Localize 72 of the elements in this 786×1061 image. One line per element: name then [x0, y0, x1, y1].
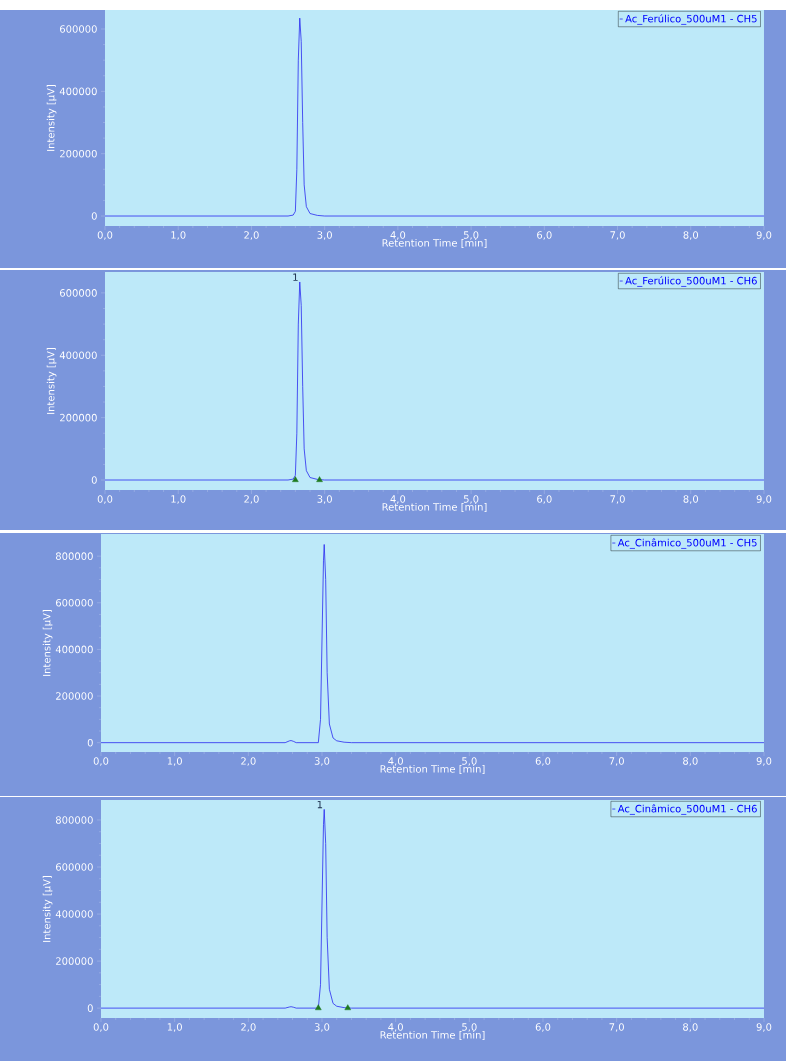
y-tick-label: 400000	[59, 87, 97, 96]
x-tick-label: 4,0	[390, 495, 406, 504]
x-tick-label: 3,0	[317, 495, 332, 504]
y-axis-title: Intensity [µV]	[46, 85, 57, 151]
x-tick-label: 7,0	[610, 495, 625, 504]
y-tick-label: 0	[87, 1004, 93, 1012]
y-tick-label: 200000	[60, 413, 97, 422]
x-tick-label: 3,0	[314, 757, 330, 766]
y-tick-label: 200000	[56, 957, 93, 965]
y-tick-label: 0	[91, 476, 97, 484]
y-axis-title: Intensity [µV]	[42, 876, 53, 942]
x-tick-label: 6,0	[535, 1023, 551, 1032]
x-axis-title: Retention Time [min]	[380, 1030, 485, 1040]
y-tick-label: 600000	[60, 289, 97, 297]
y-tick-label: 200000	[56, 692, 93, 700]
y-tick-label: 400000	[55, 910, 93, 918]
x-tick-label: 2,0	[244, 231, 259, 240]
x-tick-label: 2,0	[241, 1023, 256, 1032]
x-tick-label: 4,0	[388, 1023, 403, 1032]
x-tick-label: 0,0	[97, 495, 113, 504]
x-tick-label: 4,0	[388, 757, 403, 766]
x-tick-label: 3,0	[317, 231, 332, 240]
legend-label: Ac_Ferúlico_500uM1 - CH6	[625, 276, 757, 287]
legend-label: Ac_Ferúlico_500uM1 - CH5	[625, 14, 757, 25]
x-tick-label: 6,0	[535, 757, 551, 766]
y-tick-label: 400000	[59, 351, 97, 360]
y-tick-label: 0	[91, 212, 97, 220]
x-tick-label: 5,0	[463, 231, 479, 240]
annotation: 1	[317, 800, 323, 809]
x-tick-label: 1,0	[171, 495, 186, 504]
x-tick-label: 9,0	[756, 1023, 772, 1032]
y-tick-label: 800000	[55, 552, 93, 560]
x-tick-label: 6,0	[537, 231, 552, 240]
legend-label: Ac_Cinâmico_500uM1 - CH6	[617, 804, 757, 815]
x-tick-label: 8,0	[683, 1023, 698, 1032]
x-tick-label: 8,0	[683, 495, 699, 504]
x-tick-label: 9,0	[756, 231, 772, 240]
y-axis-title: Intensity [µV]	[46, 348, 57, 414]
x-axis-title: Retention Time [min]	[382, 502, 487, 512]
x-tick-label: 5,0	[463, 495, 479, 504]
y-tick-label: 600000	[56, 863, 93, 871]
x-tick-label: 5,0	[462, 757, 477, 766]
annotation: 1	[293, 273, 298, 281]
x-tick-label: 0,0	[93, 757, 109, 766]
y-tick-label: 200000	[60, 149, 97, 158]
x-tick-label: 2,0	[241, 757, 256, 766]
x-tick-label: 9,0	[756, 757, 772, 766]
x-tick-label: 8,0	[683, 757, 698, 766]
x-tick-label: 3,0	[314, 1023, 330, 1032]
x-tick-label: 1,0	[171, 231, 186, 240]
y-tick-label: 400000	[55, 645, 93, 654]
x-tick-label: 1,0	[167, 757, 182, 766]
x-axis-title: Retention Time [min]	[382, 238, 487, 248]
x-tick-label: 0,0	[93, 1023, 109, 1032]
y-tick-label: 600000	[60, 25, 97, 33]
x-tick-label: 6,0	[537, 495, 552, 504]
y-tick-label: 600000	[56, 598, 93, 607]
x-tick-label: 9,0	[756, 495, 772, 504]
x-tick-label: 4,0	[390, 231, 406, 240]
y-axis-title: Intensity [µV]	[42, 610, 53, 676]
x-tick-label: 0,0	[97, 231, 113, 240]
x-tick-label: 7,0	[610, 231, 625, 240]
legend-label: Ac_Cinâmico_500uM1 - CH5	[617, 538, 757, 549]
x-tick-label: 7,0	[609, 757, 624, 766]
x-axis-title: Retention Time [min]	[380, 764, 485, 774]
y-tick-label: 800000	[55, 816, 93, 824]
x-tick-label: 1,0	[167, 1023, 182, 1032]
x-tick-label: 8,0	[683, 231, 699, 240]
x-tick-label: 7,0	[609, 1023, 624, 1032]
x-tick-label: 5,0	[462, 1023, 477, 1032]
y-tick-label: 0	[87, 738, 93, 747]
x-tick-label: 2,0	[244, 495, 259, 504]
